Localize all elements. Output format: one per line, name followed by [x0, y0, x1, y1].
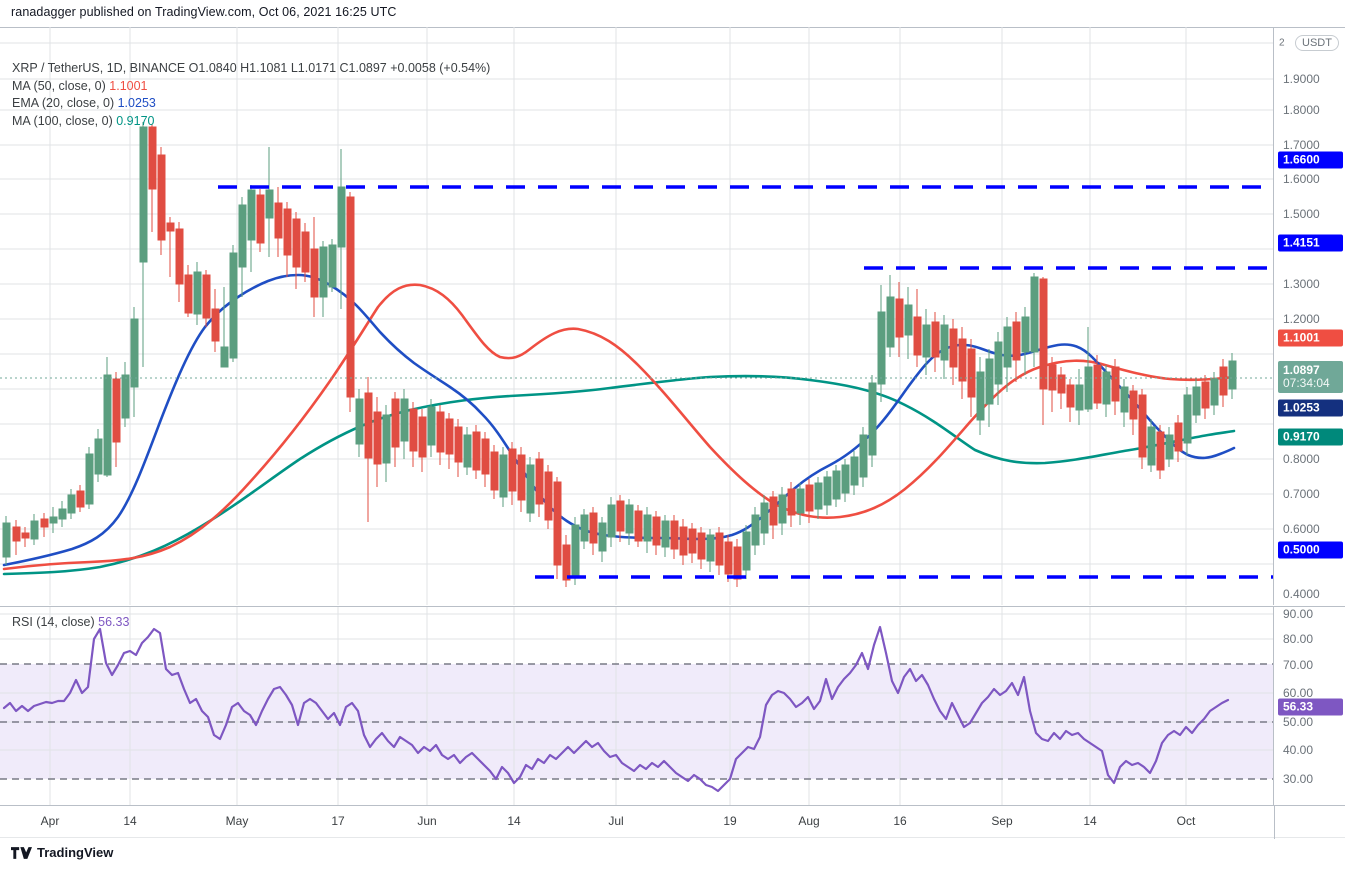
time-axis[interactable]: Apr 14 May 17 Jun 14 Jul 19 Aug 16 Sep 1… — [0, 805, 1345, 839]
rsi-legend: RSI (14, close) 56.33 — [12, 615, 129, 629]
ema20-price-badge[interactable]: 1.0253 — [1278, 399, 1343, 417]
level-badge-0-5000[interactable]: 0.5000 — [1278, 541, 1343, 559]
legend-ema20-label: EMA (20, close, 0) — [12, 96, 115, 110]
price-tick-1-3000: 1.3000 — [1283, 277, 1320, 291]
rsi-tick-60: 60.00 — [1283, 686, 1314, 700]
price-plot — [0, 27, 1273, 605]
ma50-line — [2, 283, 1236, 571]
level-badge-1-4151[interactable]: 1.4151 — [1278, 234, 1343, 252]
rsi-tick-30: 30.00 — [1283, 772, 1314, 786]
level-badge-1-6600[interactable]: 1.6600 — [1278, 151, 1343, 169]
rsi-legend-value: 56.33 — [98, 615, 130, 629]
legend-ma100-label: MA (100, close, 0) — [12, 113, 113, 128]
time-tick-sep: Sep — [991, 814, 1013, 828]
price-tick-1-7000: 1.7000 — [1283, 138, 1320, 152]
time-tick-14-c: 14 — [1083, 814, 1097, 828]
last-price-badge[interactable]: 1.0897 07:34:04 — [1278, 361, 1343, 393]
time-tick-14-a: 14 — [123, 814, 137, 828]
price-tick-0-6000: 0.6000 — [1283, 522, 1320, 536]
time-tick-aug: Aug — [798, 814, 820, 828]
candlestick-series — [2, 122, 1237, 587]
time-axis-divider — [1274, 806, 1275, 839]
legend-ma50-label: MA (50, close, 0) — [12, 78, 106, 93]
price-tick-0-4000: 0.4000 — [1283, 587, 1320, 601]
chart-container — [0, 27, 1345, 838]
grid-lines — [0, 27, 1273, 605]
rsi-tick-70: 70.00 — [1283, 658, 1314, 672]
rsi-pane[interactable]: RSI (14, close) 56.33 — [0, 606, 1274, 805]
rsi-legend-label: RSI (14, close) — [12, 615, 95, 629]
currency-badge: USDT — [1295, 35, 1339, 51]
price-tick-2: 2 — [1279, 37, 1285, 49]
tradingview-logo-icon — [11, 846, 32, 859]
legend-ema20: EMA (20, close, 0) 1.0253 — [12, 95, 490, 113]
tradingview-branding: TradingView — [11, 845, 113, 860]
price-tick-1-2000: 1.2000 — [1283, 312, 1320, 326]
price-tick-1-8000: 1.8000 — [1283, 103, 1320, 117]
time-tick-oct: Oct — [1176, 814, 1196, 828]
ema20-line — [2, 273, 1236, 567]
legend-ma50: MA (50, close, 0) 1.1001 — [12, 78, 490, 96]
legend-ma50-value: 1.1001 — [109, 78, 148, 93]
rsi-plot — [0, 607, 1273, 805]
resistance-level-lines — [218, 185, 1273, 579]
price-legend: XRP / TetherUS, 1D, BINANCE O1.0840 H1.1… — [12, 60, 490, 130]
rsi-tick-80: 80.00 — [1283, 632, 1314, 646]
last-price-countdown: 07:34:04 — [1283, 376, 1330, 390]
price-tick-0-8000: 0.8000 — [1283, 452, 1320, 466]
legend-ema20-value: 1.0253 — [117, 96, 156, 110]
legend-ma100: MA (100, close, 0) 0.9170 — [12, 113, 490, 131]
price-tick-1-5000: 1.5000 — [1283, 207, 1320, 221]
time-tick-14-b: 14 — [507, 814, 521, 828]
legend-ma100-value: 0.9170 — [116, 113, 155, 128]
ma50-price-badge[interactable]: 1.1001 — [1278, 329, 1343, 347]
time-tick-apr: Apr — [40, 814, 60, 828]
time-tick-16: 16 — [893, 814, 907, 828]
price-tick-1-9000: 1.9000 — [1283, 72, 1320, 86]
rsi-tick-40: 40.00 — [1283, 743, 1314, 757]
time-tick-jul: Jul — [608, 814, 624, 828]
price-tick-1-6000: 1.6000 — [1283, 172, 1320, 186]
rsi-tick-90: 90.00 — [1283, 607, 1314, 621]
legend-symbol-line[interactable]: XRP / TetherUS, 1D, BINANCE O1.0840 H1.1… — [12, 61, 491, 75]
last-price-value: 1.0897 — [1283, 363, 1320, 377]
rsi-tick-50: 50.00 — [1283, 715, 1314, 729]
rsi-line — [2, 625, 1230, 793]
time-tick-19: 19 — [723, 814, 737, 828]
price-pane[interactable]: XRP / TetherUS, 1D, BINANCE O1.0840 H1.1… — [0, 27, 1274, 605]
time-tick-jun: Jun — [417, 814, 437, 828]
ma100-price-badge[interactable]: 0.9170 — [1278, 428, 1343, 446]
tradingview-wordmark: TradingView — [37, 845, 114, 860]
rsi-axis[interactable]: 90.00 80.00 70.00 60.00 50.00 40.00 30.0… — [1274, 606, 1345, 805]
attribution-text: ranadagger published on TradingView.com,… — [11, 5, 397, 19]
price-axis[interactable]: 2 USDT 1.9000 1.8000 1.7000 1.6000 1.500… — [1274, 27, 1345, 605]
ma100-line — [2, 374, 1236, 576]
time-tick-may: May — [225, 814, 249, 828]
rsi-value-badge[interactable]: 56.33 — [1278, 698, 1343, 716]
time-tick-17: 17 — [331, 814, 345, 828]
price-tick-0-7000: 0.7000 — [1283, 487, 1320, 501]
